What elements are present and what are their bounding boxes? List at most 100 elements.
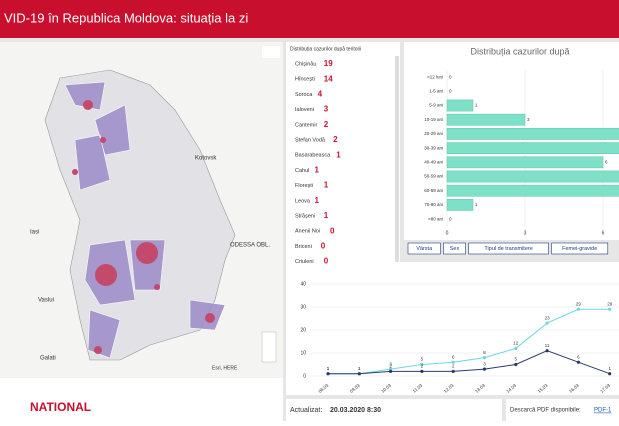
case-circle <box>95 264 117 286</box>
case-circle <box>100 137 106 143</box>
data-label: 3 <box>483 361 486 366</box>
data-label: 1 <box>358 366 361 371</box>
data-label: 0 <box>449 74 452 79</box>
series-point <box>576 307 581 311</box>
data-label: 8 <box>483 350 486 355</box>
x-tick-label: 12.03 <box>443 383 455 394</box>
series-line <box>328 350 610 375</box>
data-label: 0 <box>449 88 452 93</box>
y-tick-label: 10-19 ani <box>424 117 443 122</box>
map-place: ODESSA OBL. <box>230 243 270 249</box>
pdf-link[interactable]: PDF-1 <box>594 408 612 414</box>
data-label: 1 <box>475 103 478 108</box>
territory-count: 1 <box>315 166 320 175</box>
updated-value: 20.03.2020 8:30 <box>330 407 381 414</box>
map-toolbar[interactable] <box>262 46 280 58</box>
data-label: 2 <box>421 364 424 369</box>
map-place: Kotovsk <box>195 156 217 162</box>
bar <box>446 184 619 197</box>
series-point <box>326 372 330 376</box>
data-label: 6 <box>605 159 608 164</box>
territory-count: 1 <box>336 150 341 159</box>
bar <box>446 170 619 183</box>
y-tick-label: 30-39 ani <box>424 145 443 150</box>
territory-count: 1 <box>324 181 329 190</box>
x-tick-label: 08.03 <box>318 383 330 394</box>
x-tick-label: 10.03 <box>380 383 392 394</box>
y-tick-label: 10 <box>300 350 306 356</box>
header-title: VID-19 în Republica Moldova: situația la… <box>4 10 248 25</box>
territory-count: 2 <box>333 135 338 144</box>
series-point <box>608 372 612 376</box>
logo-text: NATIONAL <box>30 400 91 414</box>
map-place: Vaslui <box>38 298 54 304</box>
data-label: 12 <box>513 341 519 346</box>
territory-name: Briceni <box>295 244 312 250</box>
header-bar <box>0 0 619 38</box>
data-label: 0 <box>449 216 452 221</box>
territory-count: 4 <box>318 90 323 99</box>
territory-count: 0 <box>330 226 335 235</box>
pdf-label: Descarcă PDF disponibile: <box>510 408 581 414</box>
data-label: 6 <box>452 354 455 359</box>
series-point <box>420 369 424 373</box>
series-point <box>451 369 455 373</box>
territory-count: 14 <box>324 74 333 83</box>
data-label: 23 <box>545 315 551 320</box>
territory-name: Cahul <box>295 168 309 174</box>
data-label: 5 <box>515 357 518 362</box>
bar <box>446 99 474 112</box>
series-point <box>545 349 549 353</box>
series-point <box>389 367 393 371</box>
tab[interactable] <box>443 242 466 255</box>
y-tick-label: <12 luni <box>427 74 443 79</box>
tab-label: Femei-gravide <box>562 246 597 252</box>
scrollbar[interactable] <box>395 56 399 386</box>
case-circle <box>83 100 93 110</box>
series-point <box>576 360 581 364</box>
territory-name: Strășeni <box>295 213 315 219</box>
tab[interactable] <box>551 242 609 255</box>
territory-count: 0 <box>324 257 329 266</box>
zoom-control[interactable] <box>261 331 277 363</box>
bar <box>446 142 619 154</box>
x-tick-label: 17.03 <box>599 383 611 394</box>
territory-name: Anenii Noi <box>295 229 320 235</box>
series-point <box>389 369 393 373</box>
map-attribution: Esri, HERE <box>212 365 238 371</box>
y-tick-label: 40 <box>300 281 306 287</box>
series-point <box>451 360 455 364</box>
data-label: 2 <box>389 364 392 369</box>
series-point <box>420 362 424 367</box>
y-tick-label: 5-9 ani <box>429 103 443 108</box>
y-tick-label: 60-69 ani <box>424 188 443 193</box>
territory-name: Soroca <box>295 92 313 98</box>
data-label: 3 <box>527 117 530 122</box>
tab[interactable] <box>407 242 441 255</box>
territory-name: Florești <box>295 183 313 189</box>
updated-label: Actualizat: <box>290 407 322 414</box>
y-tick-label: 20 <box>300 327 306 333</box>
tab[interactable] <box>468 242 549 255</box>
territory-name: Criuleni <box>295 259 314 265</box>
tab-label: Sex <box>450 246 460 252</box>
data-label: 1 <box>475 202 478 207</box>
territory-name: Hîncești <box>295 77 315 83</box>
data-label: 1 <box>327 366 330 371</box>
series-point <box>545 321 549 325</box>
y-tick-label: 1-5 ani <box>429 88 443 93</box>
territory-name: Leova <box>295 198 311 204</box>
case-circle <box>72 169 78 175</box>
data-label: 1 <box>358 366 361 371</box>
x-tick-label: 09.03 <box>349 383 361 394</box>
territory-count: 3 <box>324 105 329 114</box>
series-point <box>514 346 518 350</box>
bar <box>446 113 526 126</box>
map-place: Iasi <box>30 230 39 236</box>
data-label: 1 <box>327 366 330 371</box>
case-circle <box>154 284 160 290</box>
data-label: 5 <box>421 357 424 362</box>
y-tick-label: 70-80 ani <box>424 202 443 207</box>
